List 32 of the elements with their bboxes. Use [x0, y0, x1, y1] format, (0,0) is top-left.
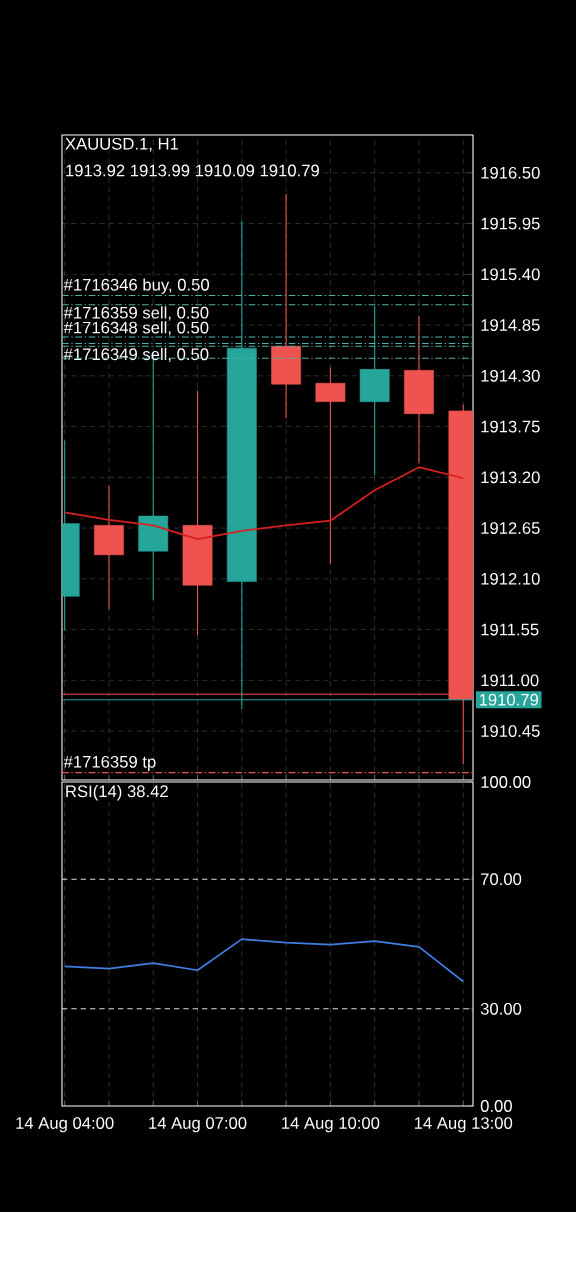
- y-tick-label: 1914.85: [481, 319, 540, 331]
- y-tick-label: 1915.95: [481, 217, 540, 230]
- line-series: [63, 466, 465, 541]
- ref-line-label: #1716346 buy, 0.50: [63, 278, 210, 294]
- y-tick-label: 70.00: [481, 873, 522, 886]
- line-series: [63, 938, 465, 983]
- x-tick-label: 14 Aug 07:00: [149, 1117, 247, 1133]
- y-tick-label: 1911.55: [481, 623, 539, 636]
- y-tick-label: 1912.10: [481, 572, 540, 585]
- ref-line-label: #1716359 tp: [63, 755, 156, 771]
- y-tick-label: 30.00: [480, 1002, 522, 1015]
- text: 1913.92 1913.99 1910.09 1910.79: [66, 164, 319, 177]
- ref-line-label: #1716349 sell, 0.50: [63, 347, 209, 363]
- y-tick-label: 1912.65: [481, 522, 540, 534]
- y-tick-label: 1916.50: [481, 166, 540, 179]
- x-tick-label: 14 Aug 10:00: [282, 1117, 380, 1133]
- y-tick-label: 100.00: [481, 776, 531, 788]
- x-tick-label: 14 Aug 13:00: [414, 1117, 513, 1133]
- chart-title: XAUUSD.1, H1: [65, 137, 179, 152]
- y-tick-label: 1913.20: [481, 471, 540, 484]
- ref-line-label: #1716359 sell, 0.50: [63, 306, 209, 321]
- x-tick-label: 14 Aug 04:00: [16, 1117, 114, 1133]
- y-tick-label: 1911.00: [481, 674, 539, 687]
- y-tick-label: 0.00: [480, 1100, 512, 1112]
- candlestick: [315, 366, 346, 565]
- ref-line-label: 1910.79: [479, 693, 539, 706]
- y-tick-label: 1915.40: [481, 268, 540, 281]
- y-tick-label: 1910.45: [481, 725, 540, 737]
- y-tick-label: 1913.75: [481, 420, 540, 433]
- chart-title: RSI(14) 38.42: [66, 784, 168, 801]
- ref-line-label: #1716348 sell, 0.50: [63, 321, 209, 336]
- y-tick-label: 1914.30: [481, 369, 540, 382]
